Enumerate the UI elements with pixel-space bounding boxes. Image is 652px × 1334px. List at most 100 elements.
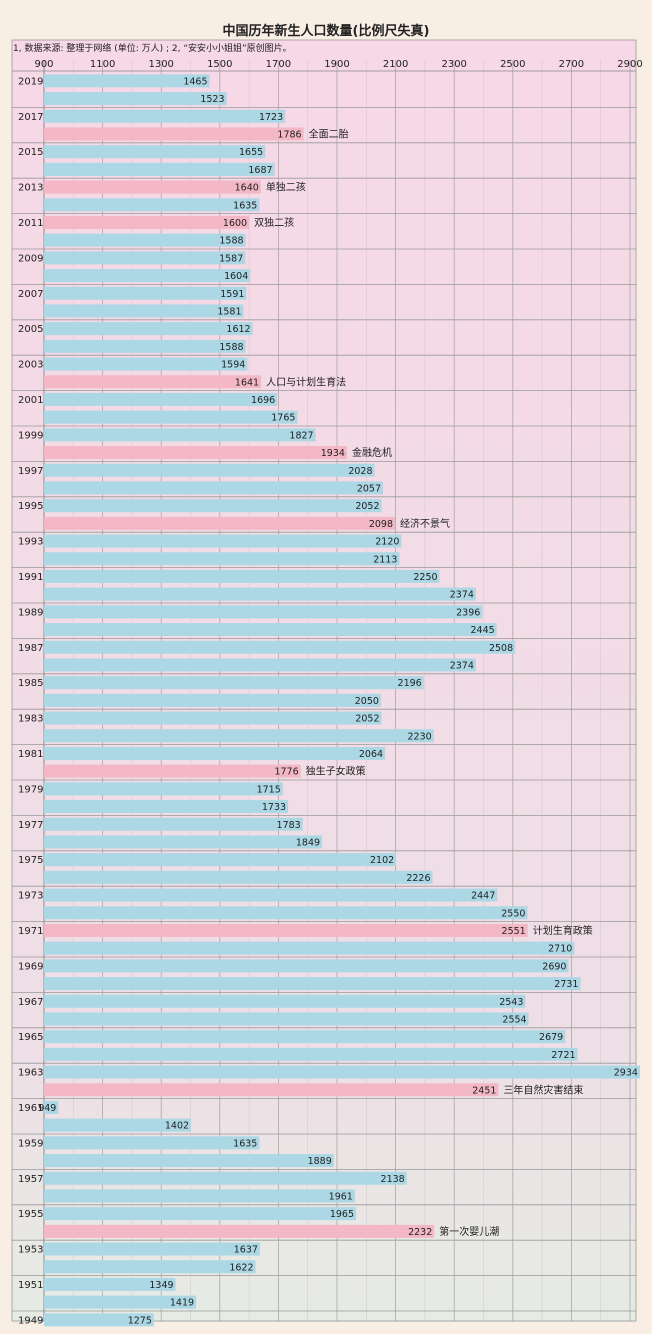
year-label-1961: 1961 bbox=[18, 1103, 43, 1114]
bar-1956 bbox=[44, 1189, 355, 1203]
value-label-2009: 1587 bbox=[219, 253, 243, 264]
bar-1965 bbox=[44, 1030, 566, 1044]
value-label-1950: 1419 bbox=[170, 1298, 194, 1309]
year-label-2015: 2015 bbox=[18, 147, 43, 158]
annotation-1994: 经济不景气 bbox=[400, 517, 450, 530]
bar-1967 bbox=[44, 994, 526, 1008]
annotation-1980: 独生子女政策 bbox=[306, 765, 366, 778]
value-label-1973: 2447 bbox=[471, 891, 495, 902]
bar-1961 bbox=[44, 1100, 59, 1114]
annotation-1998: 金融危机 bbox=[352, 446, 392, 459]
value-label-2012: 1635 bbox=[233, 200, 257, 211]
year-label-1981: 1981 bbox=[18, 749, 43, 760]
year-label-2009: 2009 bbox=[18, 253, 43, 264]
bar-1986 bbox=[44, 658, 476, 672]
value-label-1957: 2138 bbox=[381, 1174, 405, 1185]
value-label-1976: 1849 bbox=[296, 837, 320, 848]
value-label-1963: 2934 bbox=[614, 1068, 638, 1079]
bar-1953 bbox=[44, 1242, 260, 1256]
bar-1979 bbox=[44, 782, 283, 796]
value-label-1977: 1783 bbox=[277, 820, 301, 831]
value-label-2005: 1612 bbox=[226, 324, 250, 335]
bar-1954 bbox=[44, 1224, 435, 1238]
bar-1994 bbox=[44, 516, 396, 530]
bar-2015 bbox=[44, 145, 266, 159]
year-label-1949: 1949 bbox=[18, 1315, 43, 1326]
value-label-1955: 1965 bbox=[330, 1209, 354, 1220]
value-label-1960: 1402 bbox=[165, 1121, 189, 1132]
chart-title: 中国历年新生人口数量(比例尺失真) bbox=[223, 23, 430, 39]
year-label-1999: 1999 bbox=[18, 430, 43, 441]
plot-frame bbox=[11, 39, 637, 1322]
bar-1963 bbox=[44, 1065, 640, 1079]
bar-2011 bbox=[44, 215, 250, 229]
annotation-2013: 单独二孩 bbox=[266, 181, 306, 194]
year-label-1987: 1987 bbox=[18, 643, 43, 654]
year-label-1959: 1959 bbox=[18, 1138, 43, 1149]
value-label-1996: 2057 bbox=[357, 483, 381, 494]
bar-2003 bbox=[44, 357, 248, 371]
year-label-1993: 1993 bbox=[18, 537, 43, 548]
bars-layer bbox=[44, 74, 640, 1327]
bar-1988 bbox=[44, 623, 497, 637]
year-label-1985: 1985 bbox=[18, 678, 43, 689]
value-label-1995: 2052 bbox=[355, 501, 379, 512]
bar-1958 bbox=[44, 1154, 334, 1168]
value-label-2013: 1640 bbox=[235, 183, 259, 194]
bar-1959 bbox=[44, 1136, 260, 1150]
bar-1980 bbox=[44, 764, 301, 778]
annotation-2016: 全面二胎 bbox=[309, 127, 349, 140]
bar-2006 bbox=[44, 304, 244, 318]
value-label-1983: 2052 bbox=[355, 714, 379, 725]
year-label-1955: 1955 bbox=[18, 1209, 43, 1220]
year-label-1971: 1971 bbox=[18, 926, 43, 937]
value-label-1958: 1889 bbox=[308, 1156, 332, 1167]
value-label-2014: 1687 bbox=[248, 165, 272, 176]
bar-1990 bbox=[44, 587, 476, 601]
value-label-2000: 1765 bbox=[271, 413, 295, 424]
year-label-1995: 1995 bbox=[18, 501, 43, 512]
year-label-1953: 1953 bbox=[18, 1245, 43, 1256]
year-label-1957: 1957 bbox=[18, 1174, 43, 1185]
value-label-1985: 2196 bbox=[398, 678, 422, 689]
value-label-1993: 2120 bbox=[375, 537, 399, 548]
value-label-1974: 2226 bbox=[406, 873, 430, 884]
year-label-1967: 1967 bbox=[18, 997, 43, 1008]
value-label-1992: 2113 bbox=[373, 554, 397, 565]
bar-1999 bbox=[44, 428, 316, 442]
year-label-1975: 1975 bbox=[18, 855, 43, 866]
bar-2014 bbox=[44, 162, 275, 176]
bar-2007 bbox=[44, 286, 247, 300]
value-label-1980: 1776 bbox=[274, 767, 298, 778]
value-label-1988: 2445 bbox=[470, 625, 494, 636]
value-label-1989: 2396 bbox=[456, 607, 480, 618]
value-label-2006: 1581 bbox=[217, 306, 241, 317]
bar-2013 bbox=[44, 180, 261, 194]
bar-2004 bbox=[44, 339, 246, 353]
bar-1966 bbox=[44, 1012, 529, 1026]
bar-1975 bbox=[44, 853, 397, 867]
year-label-2007: 2007 bbox=[18, 289, 43, 300]
chart-note: 1, 数据来源: 整理于网络 (单位: 万人) ; 2, “安安小小姐姐”原创图… bbox=[13, 42, 292, 54]
bar-1969 bbox=[44, 959, 569, 973]
bar-1992 bbox=[44, 552, 400, 566]
bar-1950 bbox=[44, 1295, 197, 1309]
year-label-2019: 2019 bbox=[18, 76, 43, 87]
annotation-1962: 三年自然灾害结束 bbox=[503, 1083, 583, 1096]
x-tick-label: 2700 bbox=[559, 59, 584, 70]
bar-1976 bbox=[44, 835, 323, 849]
value-label-1984: 2050 bbox=[355, 696, 379, 707]
year-label-1977: 1977 bbox=[18, 820, 43, 831]
year-label-1963: 1963 bbox=[18, 1068, 43, 1079]
value-label-2003: 1594 bbox=[221, 360, 245, 371]
bar-1955 bbox=[44, 1207, 357, 1221]
value-label-2001: 1696 bbox=[251, 395, 275, 406]
value-label-1981: 2064 bbox=[359, 749, 383, 760]
bar-1951 bbox=[44, 1277, 176, 1291]
labels-layer: 2019 1465 1523 2017 1723 1786 全面二胎 2015 1655 1687… bbox=[18, 76, 638, 1326]
year-label-1973: 1973 bbox=[18, 891, 43, 902]
value-label-1986: 2374 bbox=[450, 660, 474, 671]
x-tick-label: 1700 bbox=[266, 59, 291, 70]
value-label-2002: 1641 bbox=[235, 377, 259, 388]
